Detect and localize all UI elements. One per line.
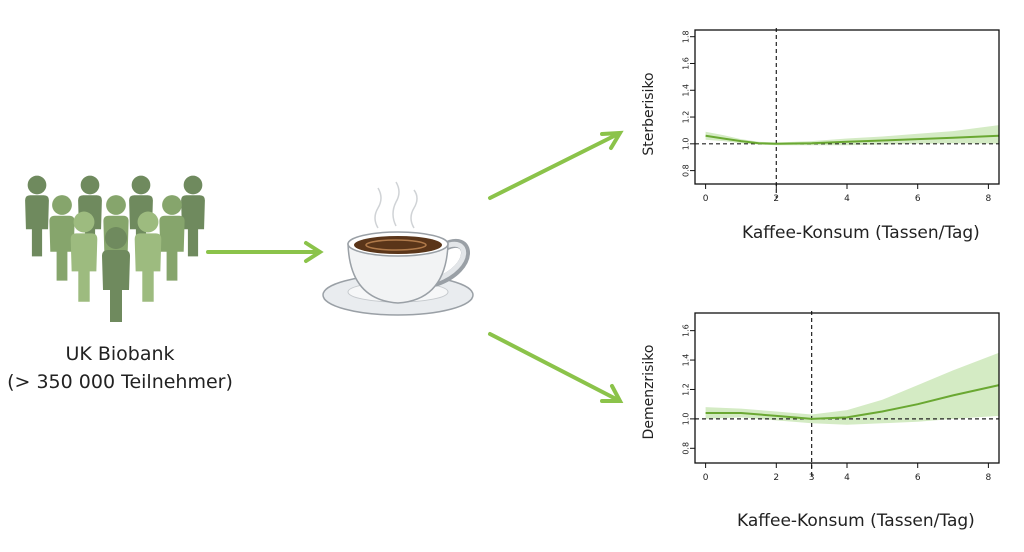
y-tick-label: 0.8 [682,442,691,455]
x-tick-label: 6 [915,194,921,204]
arrow-to-cup [206,241,324,263]
x-tick-label: 8 [986,194,992,204]
population-caption: UK Biobank (> 350 000 Teilnehmer) [0,340,240,396]
confidence-band [705,352,999,425]
confidence-band [705,125,999,146]
x-tick-label: 4 [844,473,850,483]
coffee-cup-icon [322,181,474,316]
risk-curve [705,384,1000,420]
y-tick-label: 1.6 [682,57,691,70]
y-tick-label: 1.2 [682,383,691,396]
y-tick-label: 1.4 [682,84,691,97]
y-tick-label: 1.4 [682,354,691,367]
x-tick-label: 0 [703,473,709,483]
y-tick-label: 1.2 [682,111,691,124]
mortality-chart: 0 2 4 6 8 0.8 1.0 1.2 1.4 1.6 1.8 [682,28,1000,204]
x-tick-label: 2 [773,473,779,483]
chart-2-x-axis-label: Kaffee-Konsum (Tassen/Tag) [737,511,975,531]
x-tick-label: 6 [915,473,921,483]
population-count: (> 350 000 Teilnehmer) [7,371,233,393]
arrow-to-dementia-chart [488,332,624,403]
risk-curve [705,134,1000,145]
arrow-to-mortality-chart [488,130,624,200]
y-tick-label: 1.6 [682,324,691,337]
plot-frame [694,29,1000,185]
y-tick-label: 1.0 [682,137,691,150]
people-group-icon [25,175,205,322]
x-tick-label: 0 [703,194,709,204]
population-name: UK Biobank [65,343,175,365]
y-tick-label: 0.8 [682,164,691,177]
chart-1-y-axis-label: Sterberisiko [641,72,657,156]
x-tick-label: 4 [844,194,850,204]
dementia-chart: 0 2 3 4 6 8 0.8 1.0 1.2 1.4 1.6 [682,311,1000,483]
chart-2-y-axis-label: Demenzrisiko [641,344,657,440]
x-tick-label: 3 [809,473,815,483]
x-tick-label: 8 [986,473,992,483]
y-tick-label: 1.8 [682,30,691,43]
y-tick-label: 1.0 [682,413,691,426]
chart-1-x-axis-label: Kaffee-Konsum (Tassen/Tag) [742,223,980,243]
x-tick-label: 2 [773,194,779,204]
